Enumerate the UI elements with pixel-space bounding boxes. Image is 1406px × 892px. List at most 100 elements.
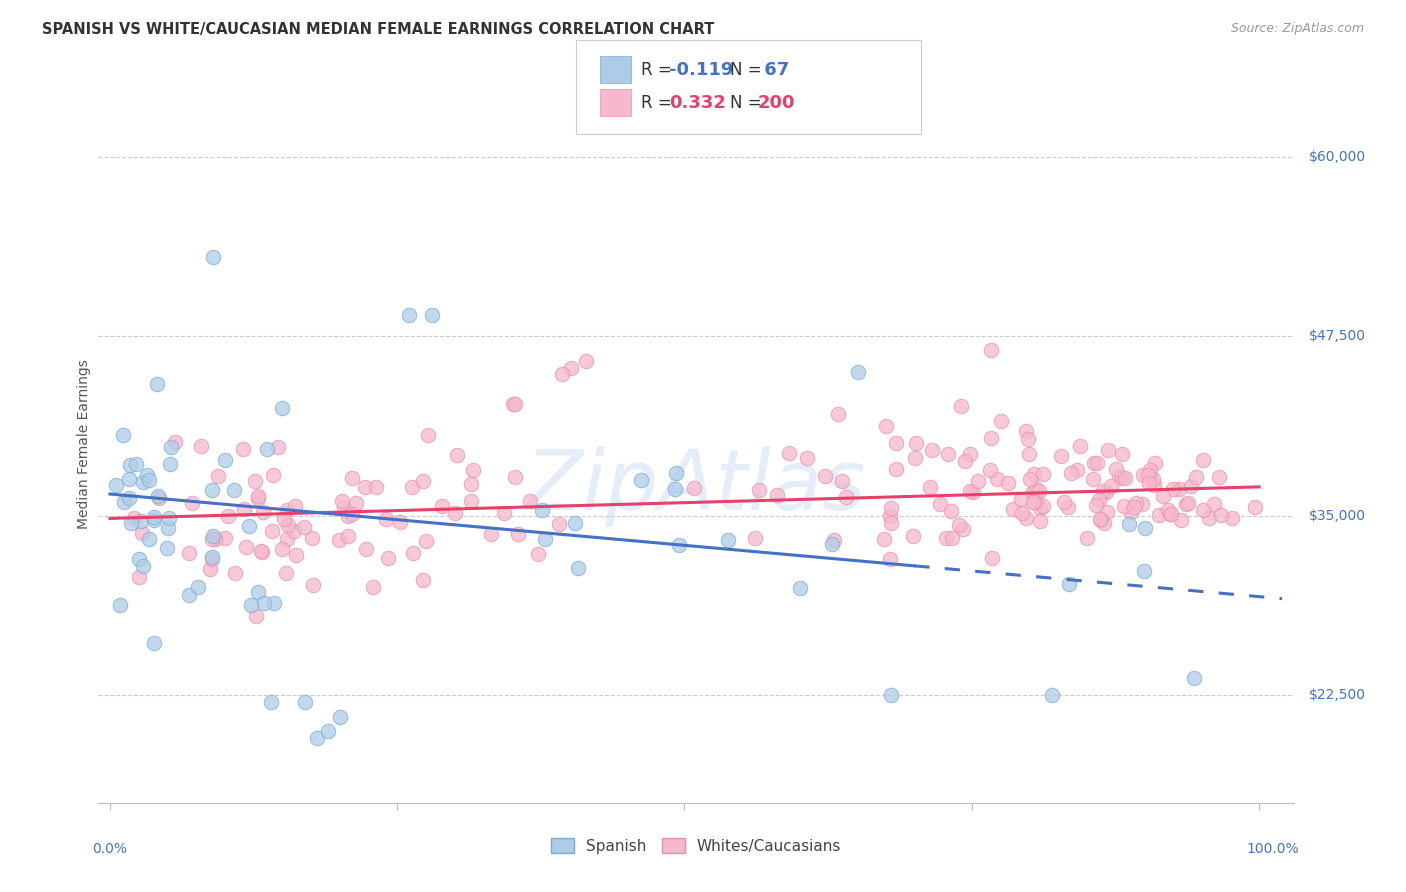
Point bbox=[135, 468, 157, 483]
Point bbox=[316, 724, 339, 739]
Point bbox=[262, 524, 284, 538]
Point bbox=[247, 584, 270, 599]
Text: R =: R = bbox=[641, 94, 678, 112]
Point bbox=[935, 531, 957, 545]
Point bbox=[260, 695, 283, 709]
Point bbox=[1111, 471, 1133, 485]
Point bbox=[823, 533, 845, 547]
Point bbox=[1022, 495, 1045, 509]
Point bbox=[177, 588, 200, 602]
Text: $35,000: $35,000 bbox=[1309, 508, 1367, 523]
Point bbox=[502, 397, 524, 411]
Point bbox=[146, 489, 169, 503]
Point bbox=[1050, 449, 1073, 463]
Point bbox=[904, 436, 927, 450]
Point bbox=[1025, 482, 1047, 496]
Point bbox=[962, 484, 984, 499]
Point bbox=[821, 537, 844, 551]
Text: 100.0%: 100.0% bbox=[1247, 842, 1299, 856]
Point bbox=[1090, 513, 1112, 527]
Point bbox=[277, 518, 299, 533]
Point bbox=[181, 496, 204, 510]
Point bbox=[879, 509, 901, 524]
Point bbox=[884, 462, 907, 476]
Point bbox=[1094, 485, 1116, 500]
Point bbox=[201, 549, 224, 564]
Point bbox=[1149, 508, 1171, 522]
Point bbox=[948, 517, 970, 532]
Point bbox=[1133, 564, 1156, 578]
Point bbox=[1139, 463, 1161, 477]
Point bbox=[377, 551, 399, 566]
Point bbox=[112, 428, 135, 442]
Point bbox=[967, 474, 990, 488]
Point bbox=[301, 531, 323, 545]
Point bbox=[256, 442, 278, 457]
Point bbox=[201, 551, 224, 566]
Point bbox=[1180, 479, 1202, 493]
Point bbox=[460, 494, 482, 508]
Point bbox=[567, 561, 589, 575]
Point bbox=[235, 540, 257, 554]
Point bbox=[1029, 500, 1052, 515]
Point bbox=[952, 522, 974, 536]
Point bbox=[159, 440, 181, 454]
Point bbox=[1192, 453, 1215, 467]
Point bbox=[827, 407, 849, 421]
Point bbox=[159, 457, 181, 471]
Point bbox=[990, 414, 1012, 428]
Point bbox=[1170, 513, 1192, 527]
Point bbox=[201, 529, 224, 543]
Text: N =: N = bbox=[730, 61, 766, 78]
Point bbox=[204, 532, 226, 546]
Point bbox=[1066, 463, 1088, 477]
Point bbox=[1010, 492, 1032, 507]
Point bbox=[1114, 471, 1136, 485]
Point bbox=[145, 376, 167, 391]
Point bbox=[294, 695, 316, 709]
Point bbox=[354, 542, 377, 557]
Point bbox=[302, 578, 325, 592]
Point bbox=[479, 527, 502, 541]
Point bbox=[330, 494, 353, 508]
Point bbox=[361, 580, 384, 594]
Point bbox=[412, 474, 434, 488]
Point bbox=[1028, 483, 1050, 498]
Text: $60,000: $60,000 bbox=[1309, 150, 1367, 163]
Point bbox=[980, 431, 1002, 445]
Point bbox=[246, 489, 269, 503]
Point bbox=[980, 551, 1002, 566]
Point bbox=[1202, 498, 1225, 512]
Point bbox=[118, 491, 141, 505]
Point bbox=[1159, 507, 1181, 521]
Point bbox=[271, 401, 294, 415]
Point bbox=[1032, 499, 1054, 513]
Point bbox=[112, 495, 135, 509]
Point bbox=[131, 475, 153, 490]
Point bbox=[1209, 508, 1232, 523]
Point bbox=[548, 516, 571, 531]
Point bbox=[683, 481, 706, 495]
Point bbox=[250, 543, 273, 558]
Point bbox=[131, 559, 153, 574]
Point bbox=[420, 308, 443, 322]
Text: 67: 67 bbox=[758, 61, 789, 78]
Text: $47,500: $47,500 bbox=[1309, 329, 1367, 343]
Point bbox=[1208, 470, 1230, 484]
Point bbox=[398, 308, 420, 322]
Point bbox=[245, 474, 267, 488]
Point bbox=[1014, 511, 1036, 525]
Point bbox=[412, 574, 434, 588]
Point bbox=[250, 545, 273, 559]
Point bbox=[904, 450, 927, 465]
Point bbox=[276, 532, 298, 546]
Point bbox=[142, 513, 165, 527]
Point bbox=[1085, 456, 1108, 470]
Point bbox=[575, 353, 598, 368]
Point bbox=[1056, 500, 1078, 515]
Point bbox=[128, 552, 150, 566]
Point bbox=[374, 512, 396, 526]
Point bbox=[986, 472, 1008, 486]
Point bbox=[492, 506, 515, 520]
Point bbox=[108, 599, 131, 613]
